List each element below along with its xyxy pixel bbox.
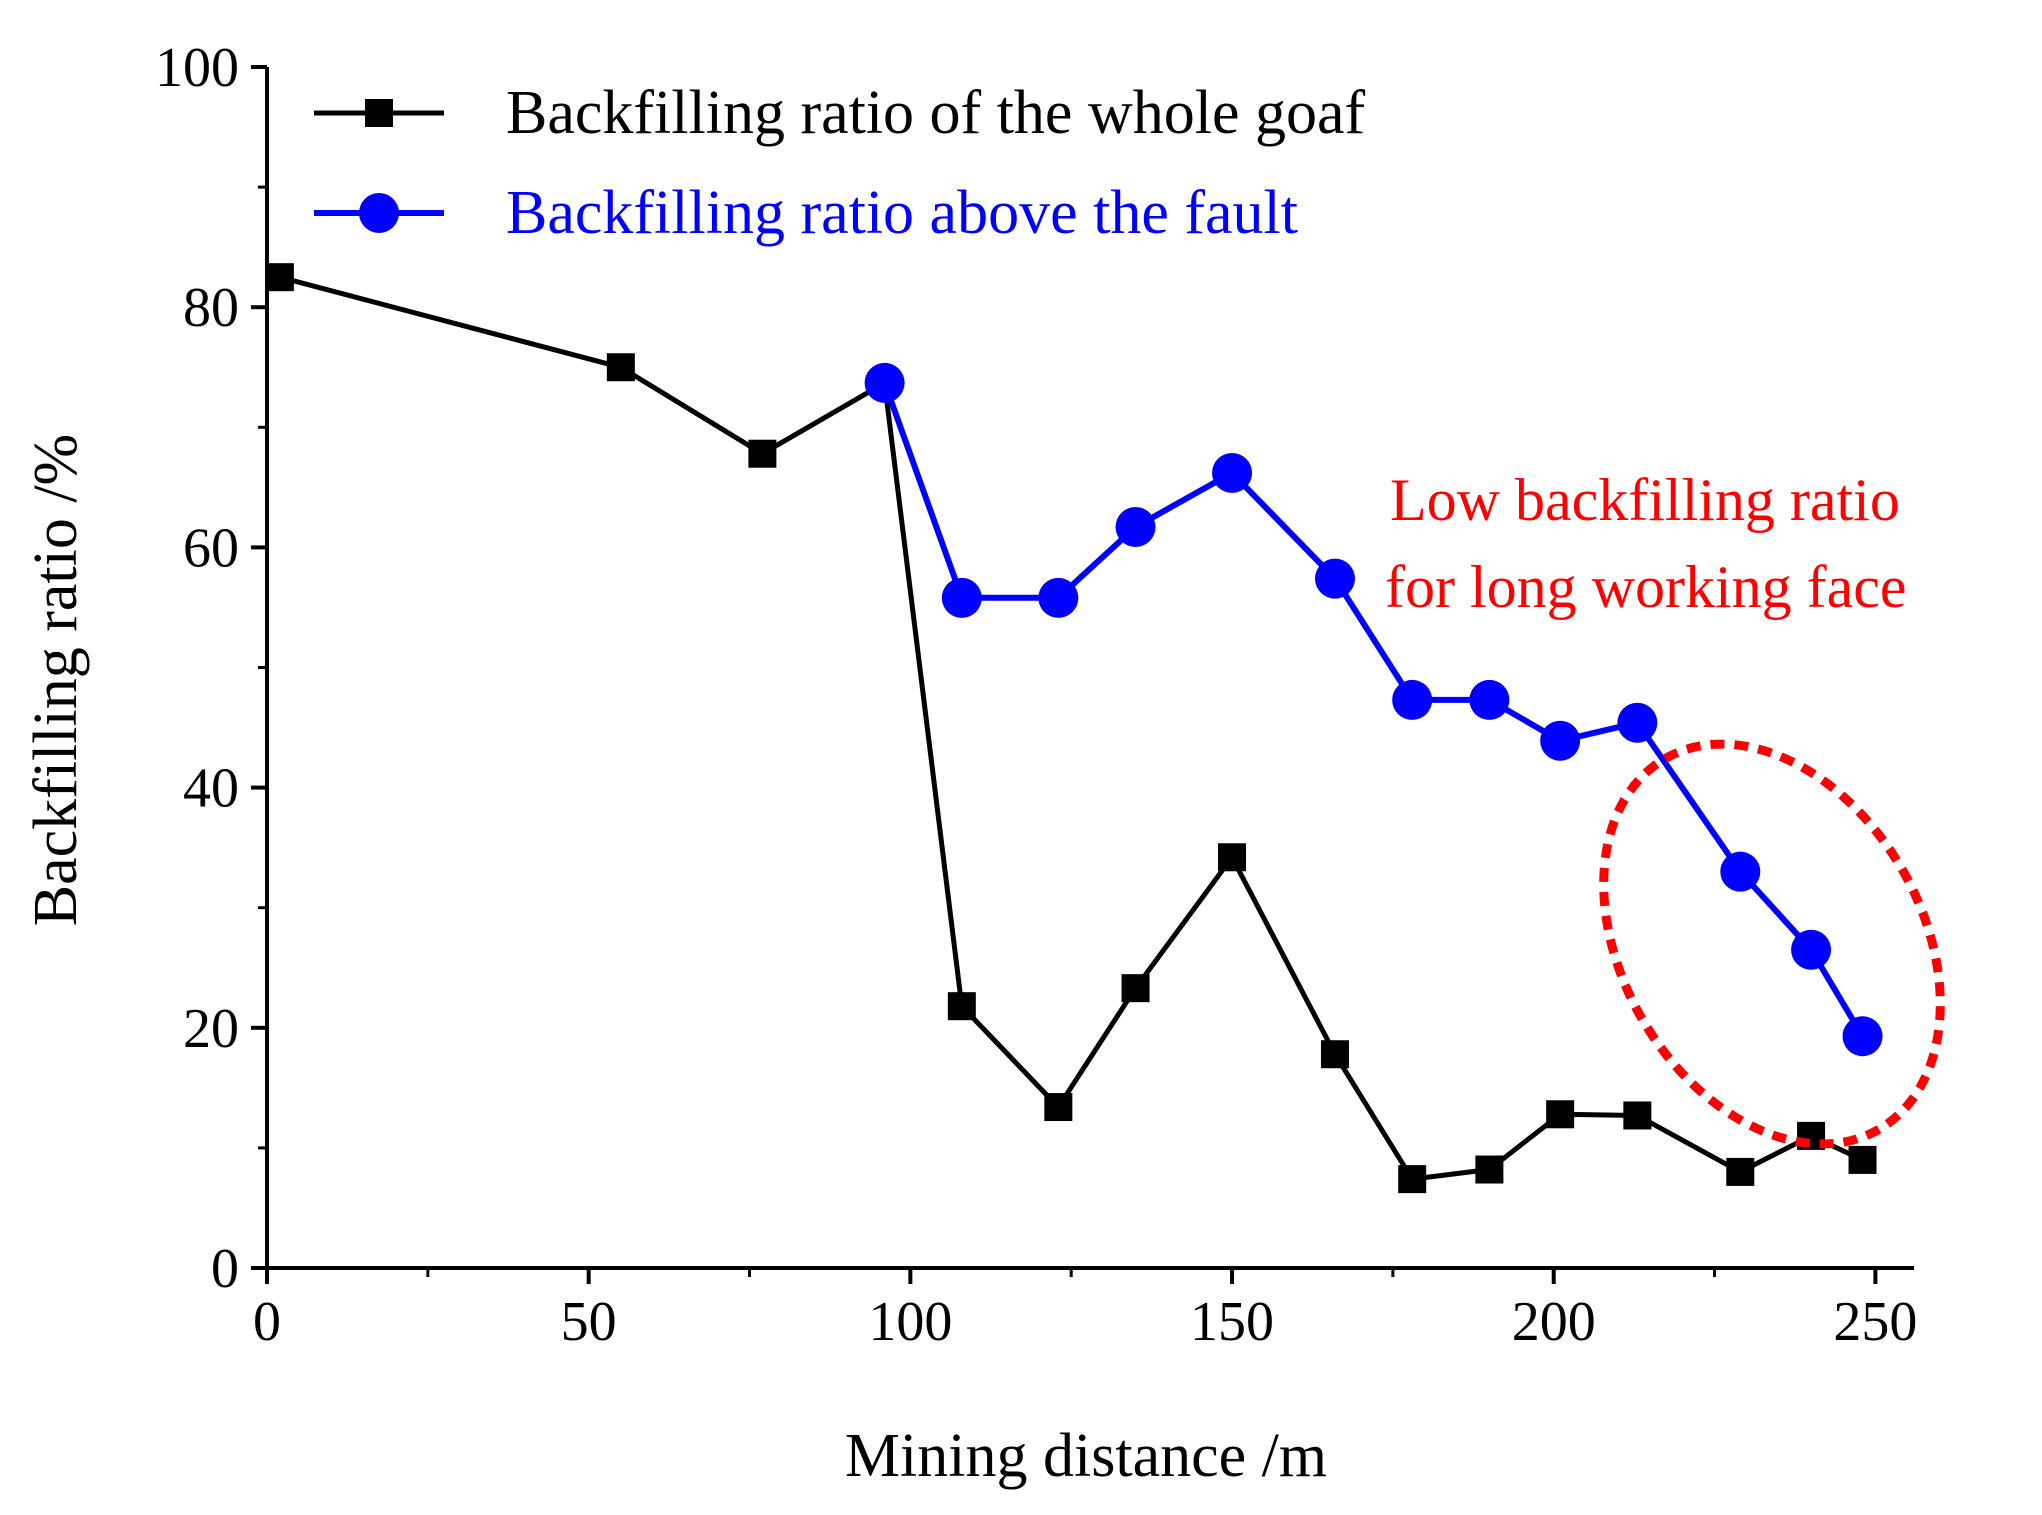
y-axis-title: Backfilling ratio /% — [22, 434, 90, 926]
data-point-circle — [1791, 929, 1832, 970]
y-tick-label: 40 — [183, 758, 239, 820]
data-point-circle — [1617, 702, 1658, 743]
data-point-square — [748, 439, 777, 468]
data-point-circle — [941, 577, 982, 618]
annotation-layer: Low backfilling ratio for long working f… — [1385, 467, 1945, 1149]
y-tick-label: 20 — [183, 998, 239, 1060]
data-point-square — [1320, 1040, 1349, 1069]
data-point-circle — [864, 362, 905, 403]
annotation-text-line1: Low backfilling ratio — [1390, 467, 1900, 533]
y-tick-label: 80 — [183, 277, 239, 339]
annotation-text-line2: for long working face — [1385, 554, 1906, 620]
series-layer — [265, 263, 1883, 1194]
x-tick-label: 100 — [868, 1291, 952, 1353]
x-tick-label: 50 — [561, 1291, 617, 1353]
data-point-square — [265, 263, 294, 292]
x-axis-title: Mining distance /m — [845, 1422, 1327, 1490]
legend-label-1: Backfilling ratio of the whole goaf — [506, 79, 1365, 147]
data-point-circle — [1842, 1016, 1883, 1057]
data-point-circle — [1038, 577, 1079, 618]
legend-marker-circle — [359, 193, 399, 233]
data-point-square — [1726, 1157, 1755, 1186]
y-tick-label: 0 — [211, 1238, 239, 1300]
axes: 0 50 100 150 200 250 0 20 40 60 80 100 — [155, 37, 1917, 1353]
x-tick-label: 200 — [1512, 1291, 1596, 1353]
data-point-square — [1623, 1101, 1652, 1130]
data-point-square — [1044, 1093, 1073, 1122]
x-tick-label: 0 — [253, 1291, 281, 1353]
legend: Backfilling ratio of the whole goaf Backf… — [314, 79, 1365, 247]
data-point-circle — [1212, 452, 1253, 493]
data-point-circle — [1392, 679, 1433, 720]
x-tick-label: 250 — [1833, 1291, 1917, 1353]
y-tick-label: 60 — [183, 517, 239, 579]
data-point-square — [1398, 1165, 1427, 1194]
data-point-square — [1218, 843, 1247, 872]
highlight-ellipse — [1599, 739, 1945, 1149]
legend-label-2: Backfilling ratio above the fault — [506, 179, 1298, 247]
data-point-circle — [1115, 506, 1156, 547]
data-point-square — [1546, 1100, 1575, 1129]
data-point-circle — [1314, 558, 1355, 599]
data-point-square — [1121, 974, 1150, 1003]
data-point-square — [1475, 1155, 1504, 1184]
data-point-circle — [1540, 720, 1581, 761]
data-point-square — [947, 992, 976, 1021]
data-point-square — [1848, 1145, 1877, 1174]
series-line-1 — [279, 274, 1864, 1182]
x-tick-label: 150 — [1190, 1291, 1274, 1353]
y-tick-label: 100 — [155, 37, 239, 99]
data-point-square — [606, 353, 635, 382]
legend-marker-square — [365, 99, 393, 127]
data-point-circle — [1720, 851, 1761, 892]
data-point-circle — [1469, 679, 1510, 720]
